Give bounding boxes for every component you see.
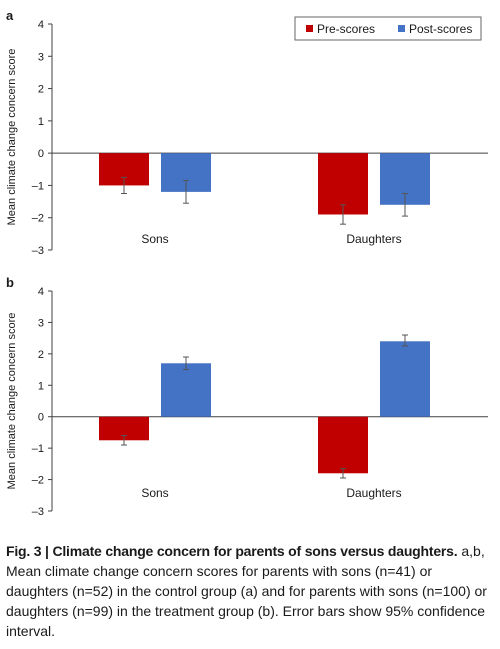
bar-pre-scores-daughters bbox=[318, 416, 368, 474]
legend-label: Pre-scores bbox=[317, 22, 375, 36]
y-tick-label: –3 bbox=[32, 506, 44, 518]
legend-label: Post-scores bbox=[409, 22, 472, 36]
bar-pre-scores-daughters bbox=[318, 153, 368, 215]
legend-swatch-pre-scores bbox=[306, 25, 313, 32]
category-label: Sons bbox=[141, 232, 168, 246]
y-tick-label: –1 bbox=[32, 443, 44, 455]
y-tick-label: 2 bbox=[38, 349, 44, 361]
category-label: Sons bbox=[141, 486, 168, 500]
y-tick-label: 0 bbox=[38, 148, 44, 160]
y-tick-label: 3 bbox=[38, 51, 44, 63]
figure: a 4 3 2 1 0 –1 –2 –3 Mean climate change concern … bbox=[6, 8, 488, 518]
panel-label: b bbox=[6, 275, 14, 290]
bar-pre-scores-sons bbox=[99, 416, 149, 441]
y-tick-label: 0 bbox=[38, 412, 44, 424]
figure-caption: Fig. 3 | Climate change concern for pare… bbox=[6, 541, 494, 641]
y-tick-label: 4 bbox=[38, 19, 44, 31]
caption-title: Fig. 3 | Climate change concern for pare… bbox=[6, 543, 458, 559]
caption-body: a,b, Mean climate change concern scores … bbox=[6, 543, 487, 639]
bar-post-scores-daughters bbox=[380, 341, 430, 417]
y-axis-title: Mean climate change concern score bbox=[6, 49, 18, 226]
category-label: Daughters bbox=[346, 232, 401, 246]
bar-post-scores-sons bbox=[161, 363, 211, 417]
y-tick-label: –2 bbox=[32, 475, 44, 487]
legend-swatch-post-scores bbox=[398, 25, 405, 32]
y-tick-label: 1 bbox=[38, 380, 44, 392]
y-tick-label: –3 bbox=[32, 245, 44, 257]
y-tick-label: –2 bbox=[32, 213, 44, 225]
y-tick-label: 4 bbox=[38, 286, 44, 298]
legend-box bbox=[294, 16, 482, 41]
category-label: Daughters bbox=[346, 486, 401, 500]
y-tick-label: 1 bbox=[38, 116, 44, 128]
y-axis-title: Mean climate change concern score bbox=[6, 313, 18, 490]
panel-label: a bbox=[6, 8, 14, 23]
y-tick-label: –1 bbox=[32, 180, 44, 192]
y-tick-label: 2 bbox=[38, 84, 44, 96]
y-tick-label: 3 bbox=[38, 317, 44, 329]
